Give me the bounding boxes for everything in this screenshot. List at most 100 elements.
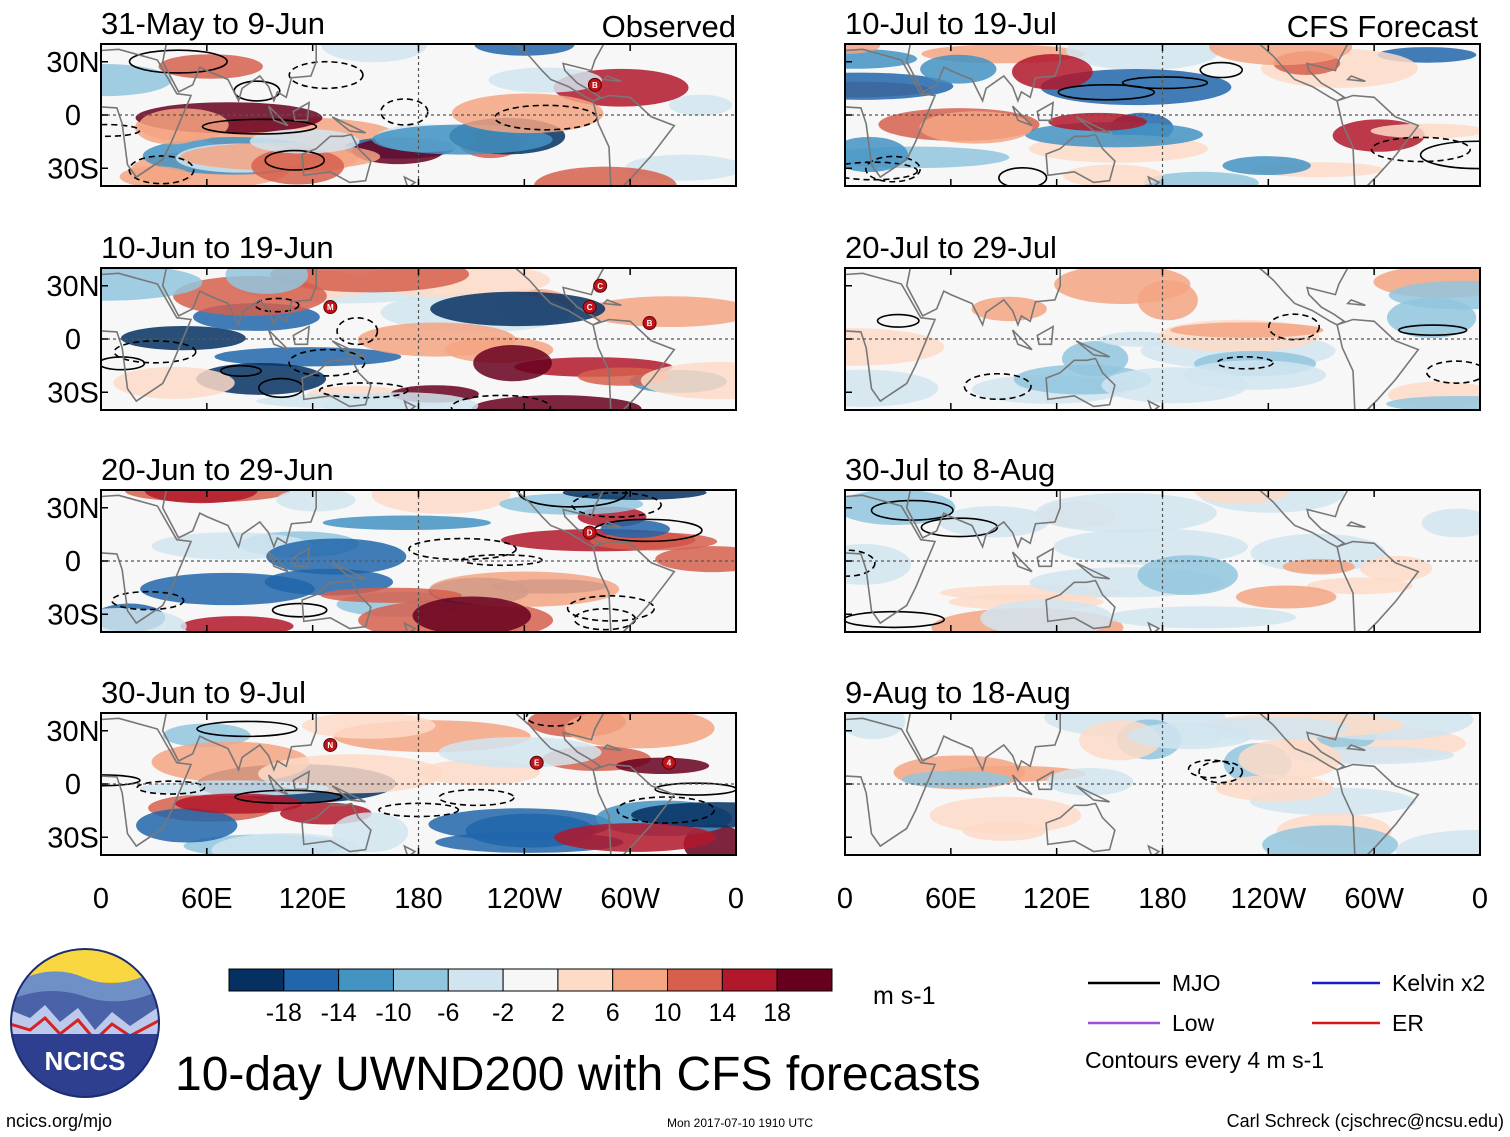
coastline xyxy=(301,357,372,408)
contour-note: Contours every 4 m s-1 xyxy=(1085,1047,1324,1073)
colorbar-swatch xyxy=(557,968,614,992)
wind-anomaly-blob xyxy=(1053,528,1248,565)
wind-anomaly-blob xyxy=(845,72,954,100)
coastline xyxy=(161,713,318,773)
mjo-contour xyxy=(113,340,197,364)
lon-label: 120W xyxy=(486,883,562,915)
mjo-contour xyxy=(196,720,298,738)
mjo-contour xyxy=(128,49,228,74)
coastline xyxy=(331,785,366,803)
colorbar-swatch xyxy=(612,968,669,992)
coastline xyxy=(592,540,676,632)
cyclone-letter: B xyxy=(592,81,598,90)
colorbar-swatch xyxy=(392,968,449,992)
lat-label: 30S xyxy=(47,599,99,631)
wind-anomaly-blob xyxy=(600,520,670,539)
wind-anomaly-blob xyxy=(1063,164,1164,186)
wind-anomaly-blob xyxy=(266,538,407,575)
coastline xyxy=(592,763,676,855)
lon-label: 60W xyxy=(600,883,660,915)
coastline xyxy=(905,268,1061,328)
mjo-contour xyxy=(1216,356,1274,370)
lat-label: 0 xyxy=(65,769,81,801)
coastline xyxy=(1045,357,1116,408)
wind-anomaly-blob xyxy=(1054,268,1191,305)
wind-anomaly-blob xyxy=(211,833,361,855)
wind-anomaly-blob xyxy=(901,770,1012,789)
wind-anomaly-blob xyxy=(163,723,251,748)
mjo-contour xyxy=(318,382,409,399)
cyclone-letter: B xyxy=(647,319,653,328)
mjo-contour xyxy=(201,118,318,135)
wind-anomaly-blob xyxy=(1282,558,1355,575)
coastline xyxy=(1075,562,1110,580)
colorbar-tick-label: 6 xyxy=(606,999,620,1027)
colorbar-tick-label: 18 xyxy=(763,999,791,1027)
map-panel-7: 30-Jul to 8-Aug xyxy=(844,452,1481,633)
mjo-contour xyxy=(845,161,919,181)
cyclone-marker: C xyxy=(593,278,608,293)
lon-label: 120E xyxy=(1023,883,1091,915)
wind-anomaly-blob xyxy=(473,344,552,382)
coastline xyxy=(1345,744,1366,752)
wind-anomaly-blob xyxy=(971,296,1047,322)
cyclone-letter: D xyxy=(587,529,593,538)
coastline xyxy=(292,770,311,791)
wind-anomaly-blob xyxy=(615,757,710,774)
coastline xyxy=(1345,521,1366,529)
coastline xyxy=(1258,268,1349,326)
lon-label: 0 xyxy=(1472,883,1488,915)
coastline xyxy=(1011,329,1033,351)
lat-label: 0 xyxy=(65,546,81,578)
mjo-contour xyxy=(845,610,946,629)
colorbar-tick-label: 2 xyxy=(551,999,565,1027)
mjo-contour xyxy=(101,356,146,371)
wind-anomaly-blob xyxy=(412,596,532,632)
wind-anomaly-blob xyxy=(1386,297,1477,338)
colorbar-swatch xyxy=(283,968,340,992)
coastline xyxy=(1036,325,1055,346)
cyclone-marker: N xyxy=(323,737,338,752)
coastline xyxy=(601,744,622,752)
colorbar-swatch xyxy=(776,968,833,992)
mjo-contour xyxy=(876,313,920,328)
lat-label: 0 xyxy=(65,100,81,132)
mjo-contour xyxy=(1419,140,1480,170)
wind-anomaly-blob xyxy=(640,361,736,400)
mjo-contour xyxy=(1199,61,1244,79)
mjo-contour xyxy=(1267,313,1320,341)
coastline xyxy=(514,268,605,326)
mjo-contour xyxy=(380,98,429,126)
panel-period-title: 20-Jul to 29-Jul xyxy=(845,230,1057,265)
cyclone-marker: B xyxy=(587,77,602,92)
cyclone-marker: D xyxy=(582,525,597,540)
mjo-contour xyxy=(264,149,325,171)
coastline xyxy=(1045,579,1116,630)
coastline xyxy=(592,94,676,186)
wind-anomaly-blob xyxy=(929,796,1082,834)
coastline xyxy=(331,116,366,134)
wind-anomaly-blob xyxy=(138,108,229,142)
wind-anomaly-blob xyxy=(251,147,345,185)
wind-anomaly-blob xyxy=(101,608,187,632)
mjo-contour xyxy=(128,155,195,185)
coastline xyxy=(267,105,289,127)
mjo-contour xyxy=(111,590,185,611)
lat-label: 30N xyxy=(46,493,99,525)
coastline xyxy=(601,75,622,83)
wind-anomaly-blob xyxy=(321,44,427,63)
coastline xyxy=(1011,105,1033,127)
coastline xyxy=(267,774,289,796)
mjo-contour xyxy=(254,297,300,313)
coastline xyxy=(1345,298,1366,307)
wind-anomaly-blob xyxy=(1235,585,1337,609)
coastline xyxy=(1036,547,1055,568)
mjo-contour xyxy=(450,394,552,410)
mjo-contour xyxy=(336,316,379,346)
coastline xyxy=(331,340,366,358)
coastline xyxy=(301,133,372,184)
colorbar-tick-label: -18 xyxy=(266,999,302,1027)
coastline xyxy=(101,48,193,179)
